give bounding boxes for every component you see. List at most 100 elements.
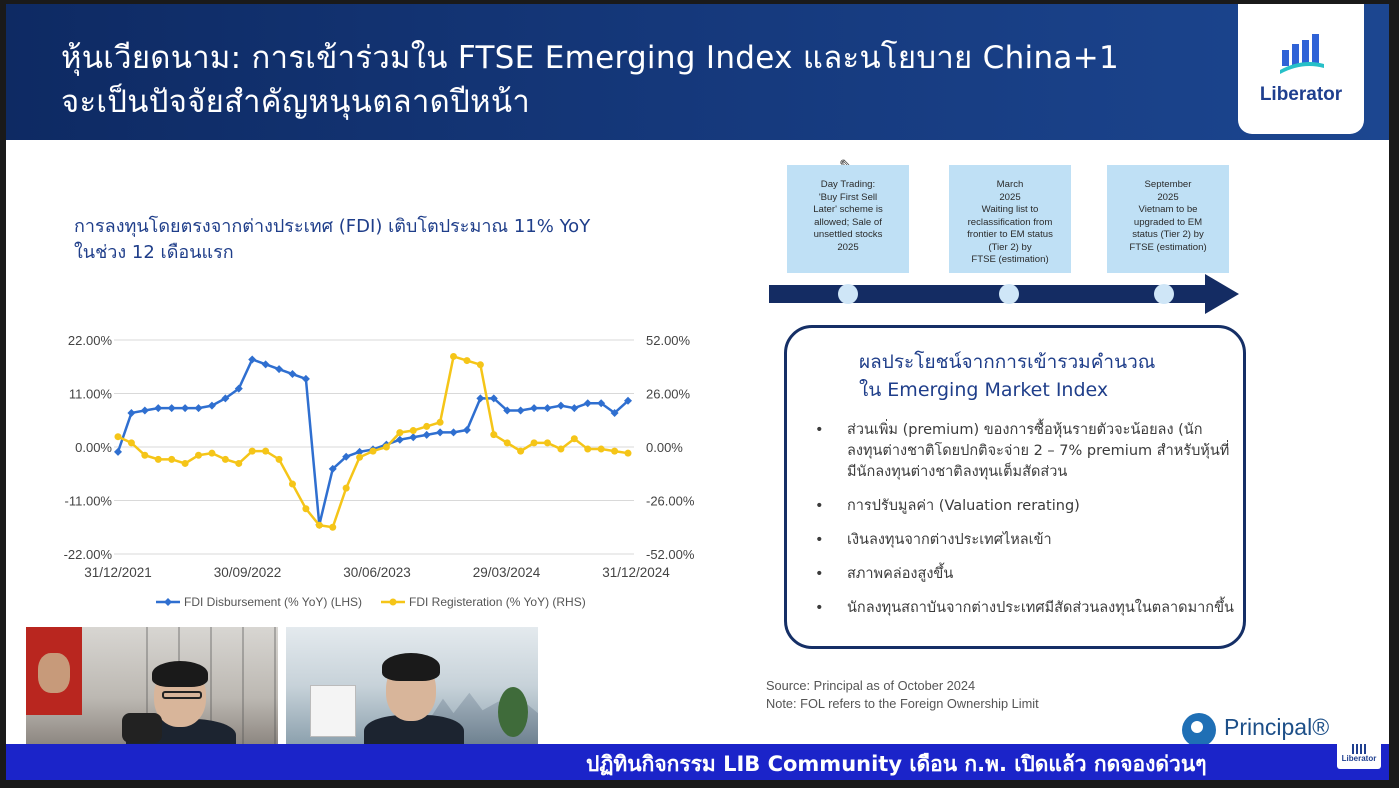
data-point — [396, 429, 404, 437]
data-point — [181, 459, 189, 467]
data-point — [422, 430, 431, 439]
source-line: Source: Principal as of October 2024 — [766, 678, 976, 693]
data-point — [221, 394, 230, 403]
timeline-dot — [838, 284, 858, 304]
chart-heading: การลงทุนโดยตรงจากต่างประเทศ (FDI) เติบโต… — [74, 214, 674, 266]
benefit-item: การปรับมูลค่า (Valuation rerating) — [815, 496, 1235, 517]
data-point — [114, 447, 122, 456]
data-point — [262, 447, 270, 455]
x-tick-label: 31/12/2024 — [602, 565, 670, 580]
y-right-tick-label: -52.00% — [646, 547, 695, 562]
benefit-item: เงินลงทุนจากต่างประเทศไหลเข้า — [815, 530, 1235, 551]
legend-marker — [164, 598, 172, 606]
y-left-tick-label: -22.00% — [64, 547, 113, 562]
wall-poster — [26, 627, 82, 715]
source-note: Source: Principal as of October 2024 Not… — [766, 677, 1039, 713]
video-tile-speaker-2[interactable]: 1 — [286, 627, 538, 745]
data-point — [221, 455, 229, 463]
liberator-bars-icon — [1352, 744, 1366, 754]
y-right-tick-label: -26.00% — [646, 494, 695, 509]
data-point — [140, 406, 149, 415]
data-point — [597, 399, 606, 408]
data-point — [436, 418, 444, 426]
data-point — [208, 449, 216, 457]
video-tile-speaker-1[interactable] — [26, 627, 278, 745]
liberator-logo-text: Liberator — [1259, 84, 1343, 105]
data-point — [450, 352, 458, 360]
series-line — [117, 354, 629, 529]
data-point — [476, 361, 484, 369]
data-point — [275, 455, 283, 463]
slide-title: หุ้นเวียดนาม: การเข้าร่วมใน FTSE Emergin… — [61, 36, 1211, 124]
principal-logo-text: Principal® — [1224, 714, 1330, 740]
data-point — [463, 357, 471, 365]
data-point — [556, 401, 565, 410]
y-right-tick-label: 26.00% — [646, 387, 691, 402]
data-point — [127, 439, 135, 447]
y-right-tick-label: 52.00% — [646, 333, 691, 348]
data-point — [436, 428, 445, 437]
y-left-tick-label: 11.00% — [69, 387, 113, 402]
presentation-stand — [310, 685, 356, 737]
y-left-tick-label: -11.00% — [65, 494, 113, 509]
data-point — [462, 425, 471, 434]
data-point — [490, 431, 498, 439]
data-point — [235, 459, 243, 467]
data-point — [355, 447, 364, 456]
data-point — [382, 443, 390, 451]
data-point — [234, 384, 243, 393]
data-point — [395, 435, 404, 444]
benefits-panel: ผลประโยชน์จากการเข้ารวมคำนวณ ใน Emerging… — [784, 325, 1246, 649]
data-point — [530, 404, 539, 413]
data-point — [423, 422, 431, 430]
plant — [498, 687, 528, 737]
x-tick-label: 31/12/2021 — [84, 565, 152, 580]
data-point — [261, 360, 270, 369]
data-point — [154, 455, 162, 463]
benefits-title-line-2: ใน Emerging Market Index — [859, 379, 1109, 401]
timeline-text: Day Trading: 'Buy First Sell Later' sche… — [813, 179, 883, 253]
data-point — [302, 505, 310, 513]
legend-label: FDI Disbursement (% YoY) (LHS) — [184, 595, 362, 609]
timeline-text: September 2025 Vietnam to be upgraded to… — [1129, 179, 1207, 253]
data-point — [543, 404, 552, 413]
principal-logo-icon — [1182, 713, 1216, 747]
data-point — [530, 439, 538, 447]
data-point — [275, 365, 284, 374]
data-point — [597, 445, 605, 453]
data-point — [369, 447, 377, 455]
speaker-1-hair — [152, 661, 208, 687]
y-right-tick-label: 0.00% — [646, 440, 683, 455]
timeline-dot — [999, 284, 1019, 304]
data-point — [154, 404, 163, 413]
slide-frame: หุ้นเวียดนาม: การเข้าร่วมใน FTSE Emergin… — [6, 4, 1389, 780]
timeline-box-day-trading: Day Trading: 'Buy First Sell Later' sche… — [787, 165, 909, 273]
benefit-item: ส่วนเพิ่ม (premium) ของการซื้อหุ้นรายตัว… — [815, 420, 1235, 483]
ticker-bar: ปฏิทินกิจกรรม LIB Community เดือน ก.พ. เ… — [6, 744, 1389, 780]
data-point — [409, 433, 418, 442]
data-point — [516, 406, 525, 415]
data-point — [570, 404, 579, 413]
timeline-text: March 2025 Waiting list to reclassificat… — [967, 179, 1053, 265]
data-point — [449, 428, 458, 437]
benefit-item: นักลงทุนสถาบันจากต่างประเทศมีสัดส่วนลงทุ… — [815, 598, 1235, 619]
data-point — [248, 447, 256, 455]
liberator-bars-icon — [1280, 34, 1324, 74]
liberator-logo: Liberator — [1238, 4, 1364, 134]
data-point — [195, 451, 203, 459]
data-point — [207, 401, 216, 410]
benefits-list: ส่วนเพิ่ม (premium) ของการซื้อหุ้นรายตัว… — [815, 420, 1235, 632]
data-point — [141, 451, 149, 459]
data-point — [489, 394, 498, 403]
data-point — [127, 408, 136, 417]
benefits-title: ผลประโยชน์จากการเข้ารวมคำนวณ ใน Emerging… — [859, 348, 1239, 404]
y-left-tick-label: 0.00% — [75, 440, 112, 455]
chart-heading-line-2: ในช่วง 12 เดือนแรก — [74, 242, 234, 263]
timeline-arrow — [769, 274, 1239, 314]
benefits-title-line-1: ผลประโยชน์จากการเข้ารวมคำนวณ — [859, 351, 1156, 373]
chart-heading-line-1: การลงทุนโดยตรงจากต่างประเทศ (FDI) เติบโต… — [74, 216, 591, 237]
data-point — [624, 449, 632, 457]
data-point — [543, 439, 551, 447]
timeline-box-september-2025: September 2025 Vietnam to be upgraded to… — [1107, 165, 1229, 273]
slide-title-line-1: หุ้นเวียดนาม: การเข้าร่วมใน FTSE Emergin… — [61, 40, 1119, 76]
